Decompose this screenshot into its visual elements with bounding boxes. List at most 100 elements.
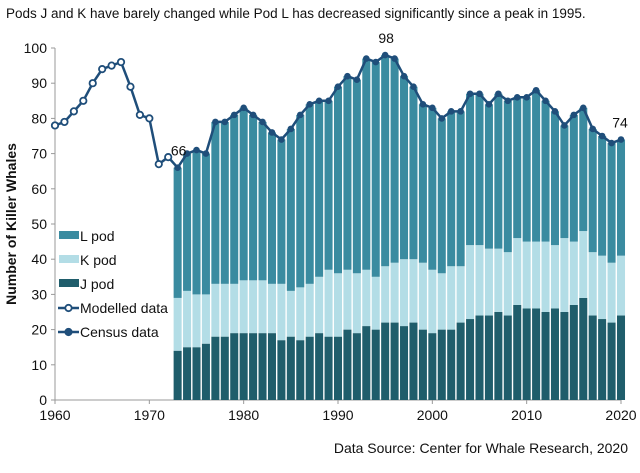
bar-l-pod <box>173 167 182 298</box>
bar-l-pod <box>447 111 456 267</box>
bar-k-pod <box>258 280 267 334</box>
bar-j-pod <box>418 329 427 400</box>
bar-k-pod <box>333 273 343 337</box>
bar-l-pod <box>513 97 522 239</box>
census-point <box>381 51 389 59</box>
modelled-point <box>88 79 97 88</box>
bar-j-pod <box>333 336 343 400</box>
census-point <box>230 111 238 119</box>
bar-l-pod <box>211 121 220 284</box>
census-point <box>363 55 370 62</box>
legend-label: K pod <box>80 252 117 268</box>
legend-label: Modelled data <box>80 300 168 316</box>
census-point <box>598 132 606 140</box>
modelled-point <box>107 61 116 70</box>
bar-l-pod <box>579 107 588 232</box>
bar-j-pod <box>541 312 550 400</box>
bar-j-pod <box>201 343 210 400</box>
census-point <box>221 118 229 126</box>
bar-k-pod <box>390 262 399 323</box>
bar-k-pod <box>541 241 550 312</box>
bar-k-pod <box>456 266 465 323</box>
modelled-point <box>98 65 107 74</box>
bar-l-pod <box>192 150 201 295</box>
bar-k-pod <box>239 280 248 334</box>
modelled-point <box>135 110 144 119</box>
census-point <box>570 111 578 119</box>
bar-l-pod <box>183 153 192 291</box>
bar-l-pod <box>286 128 295 291</box>
census-point <box>466 90 474 98</box>
bar-j-pod <box>371 329 380 400</box>
bar-l-pod <box>532 90 541 242</box>
bar-k-pod <box>466 245 475 320</box>
bar-k-pod <box>522 241 531 309</box>
bar-j-pod <box>428 333 437 400</box>
census-point <box>391 55 398 62</box>
census-point <box>429 104 436 112</box>
bar-l-pod <box>371 62 380 277</box>
y-axis-label: Number of Killer Whales <box>3 143 19 305</box>
bar-l-pod <box>475 93 484 246</box>
legend-marker <box>64 303 73 313</box>
bar-l-pod <box>258 121 267 281</box>
data-label: 98 <box>378 30 394 46</box>
bar-k-pod <box>296 287 305 341</box>
bar-j-pod <box>409 322 418 400</box>
modelled-point <box>164 153 173 162</box>
bar-j-pod <box>616 315 626 400</box>
bar-l-pod <box>220 121 229 284</box>
y-tick-label: 0 <box>39 392 47 408</box>
bar-l-pod <box>550 111 559 246</box>
bar-l-pod <box>249 114 258 281</box>
y-tick-label: 40 <box>31 251 47 267</box>
bar-l-pod <box>616 139 626 256</box>
census-point <box>579 104 587 112</box>
bar-l-pod <box>437 118 446 274</box>
bar-k-pod <box>230 283 239 334</box>
census-point <box>174 164 181 171</box>
bar-j-pod <box>315 333 324 400</box>
census-point <box>551 108 559 115</box>
modelled-point <box>154 160 163 169</box>
y-tick-label: 80 <box>31 110 47 126</box>
census-point <box>495 90 502 98</box>
census-point <box>532 86 540 94</box>
bar-j-pod <box>296 340 305 400</box>
census-point <box>193 146 200 154</box>
bar-k-pod <box>324 269 333 337</box>
x-tick-label: 2010 <box>511 407 542 423</box>
y-tick-label: 10 <box>31 357 47 373</box>
x-tick-label: 1970 <box>134 407 165 423</box>
census-point <box>419 101 427 108</box>
legend-label: L pod <box>80 228 115 244</box>
legend-swatch <box>59 255 79 263</box>
bar-l-pod <box>598 136 607 256</box>
bar-j-pod <box>607 322 616 400</box>
census-point <box>372 58 380 66</box>
bar-l-pod <box>522 97 531 242</box>
data-label: 66 <box>171 143 187 159</box>
bar-l-pod <box>324 100 333 270</box>
census-point <box>249 111 257 119</box>
modelled-point <box>126 82 135 91</box>
census-point <box>457 108 464 115</box>
y-tick-label: 70 <box>31 146 47 162</box>
modelled-point <box>60 117 69 127</box>
bar-j-pod <box>550 308 559 400</box>
bar-j-pod <box>249 333 258 400</box>
bar-l-pod <box>390 58 399 263</box>
census-point <box>608 139 615 147</box>
modelled-point <box>116 57 126 67</box>
bar-j-pod <box>305 336 314 400</box>
bar-j-pod <box>343 329 352 400</box>
bar-k-pod <box>362 269 371 327</box>
modelled-point <box>145 114 154 123</box>
x-tick-label: 1980 <box>228 407 259 423</box>
bar-k-pod <box>475 245 484 316</box>
census-point <box>334 83 342 91</box>
bar-k-pod <box>418 262 427 330</box>
census-point <box>212 118 219 126</box>
bar-k-pod <box>569 241 578 305</box>
